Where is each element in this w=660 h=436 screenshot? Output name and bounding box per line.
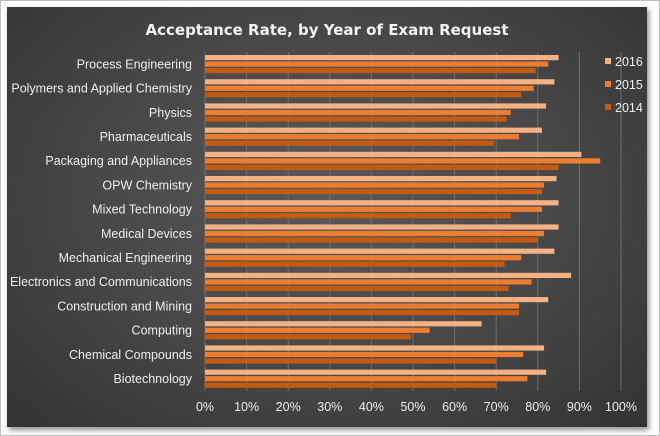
bar-2014 [205,140,495,146]
bar-2016 [205,176,557,182]
bar-2014 [205,213,511,219]
legend-label-2016: 2016 [615,55,643,69]
bar-2015 [205,303,520,309]
bar-2016 [205,297,549,303]
bar-2014 [205,116,507,122]
bar-2015 [205,61,549,67]
category-label: Medical Devices [101,227,192,241]
bar-2015 [205,134,520,140]
chart-title: Acceptance Rate, by Year of Exam Request [146,21,509,39]
bar-2016 [205,248,555,254]
x-tick-label: 30% [317,400,342,414]
bar-2014 [205,285,509,291]
legend-swatch-2015 [605,81,611,87]
category-label: Electronics and Communications [10,275,192,289]
x-tick-label: 100% [605,400,637,414]
category-label: Biotechnology [113,372,192,386]
bar-2016 [205,345,545,351]
bar-2016 [205,79,555,85]
bar-2016 [205,369,547,375]
bar-2015 [205,327,430,333]
bar-2015 [205,85,534,91]
legend: 2016 2015 2014 [605,55,643,115]
legend-swatch-2014 [605,104,611,110]
bar-2015 [205,351,524,358]
bar-2014 [205,334,411,340]
acceptance-rate-chart: Acceptance Rate, by Year of Exam Request… [10,21,643,414]
bars [205,55,601,388]
bar-2014 [205,189,542,195]
bar-2015 [205,182,545,188]
bar-2016 [205,321,482,327]
bar-2016 [205,151,582,157]
bar-2014 [205,68,536,74]
bar-2015 [205,279,532,285]
legend-label-2014: 2014 [615,101,643,115]
category-label: Computing [132,324,192,338]
legend-label-2015: 2015 [615,78,643,92]
bar-2014 [205,310,520,316]
x-tick-label: 20% [276,400,301,414]
bar-2014 [205,382,497,388]
category-labels: Process Engineering Polymers and Applied … [10,57,193,386]
gridlines [204,52,622,391]
x-tick-label: 60% [442,400,467,414]
x-tick-label: 70% [484,400,509,414]
category-label: Process Engineering [77,57,192,71]
category-label: OPW Chemistry [102,178,192,192]
bar-2016 [205,272,572,278]
bar-2016 [205,224,559,230]
x-tick-label: 10% [234,400,259,414]
bar-2015 [205,255,522,261]
bar-2015 [205,206,542,212]
bar-2014 [205,261,505,267]
category-label: Packaging and Appliances [45,154,192,168]
bar-2014 [205,92,522,98]
category-label: Mechanical Engineering [59,251,192,265]
category-label: Physics [149,106,192,120]
bar-2015 [205,376,528,382]
x-tick-label: 90% [567,400,592,414]
legend-swatch-2016 [605,58,611,64]
bar-2016 [205,200,559,206]
bar-2016 [205,127,542,133]
chart-area: Acceptance Rate, by Year of Exam Request… [7,7,647,427]
bar-2014 [205,237,538,243]
bar-2014 [205,164,559,170]
bar-2014 [205,358,497,364]
x-tick-label: 40% [359,400,384,414]
x-tick-label: 80% [525,400,550,414]
x-tick-label: 50% [400,400,425,414]
bar-2016 [205,103,547,109]
x-tick-label: 0% [196,400,214,414]
category-label: Chemical Compounds [69,348,192,362]
category-label: Polymers and Applied Chemistry [11,82,192,96]
bar-2015 [205,230,545,237]
category-label: Mixed Technology [92,203,193,217]
bar-2016 [205,55,559,61]
x-axis-ticks: 0% 10% 20% 30% 40% 50% 60% 70% 80% 90% 100% [196,400,637,414]
category-label: Pharmaceuticals [100,130,192,144]
category-label: Construction and Mining [57,299,192,313]
bar-2015 [205,109,511,116]
bar-2015 [205,158,601,164]
